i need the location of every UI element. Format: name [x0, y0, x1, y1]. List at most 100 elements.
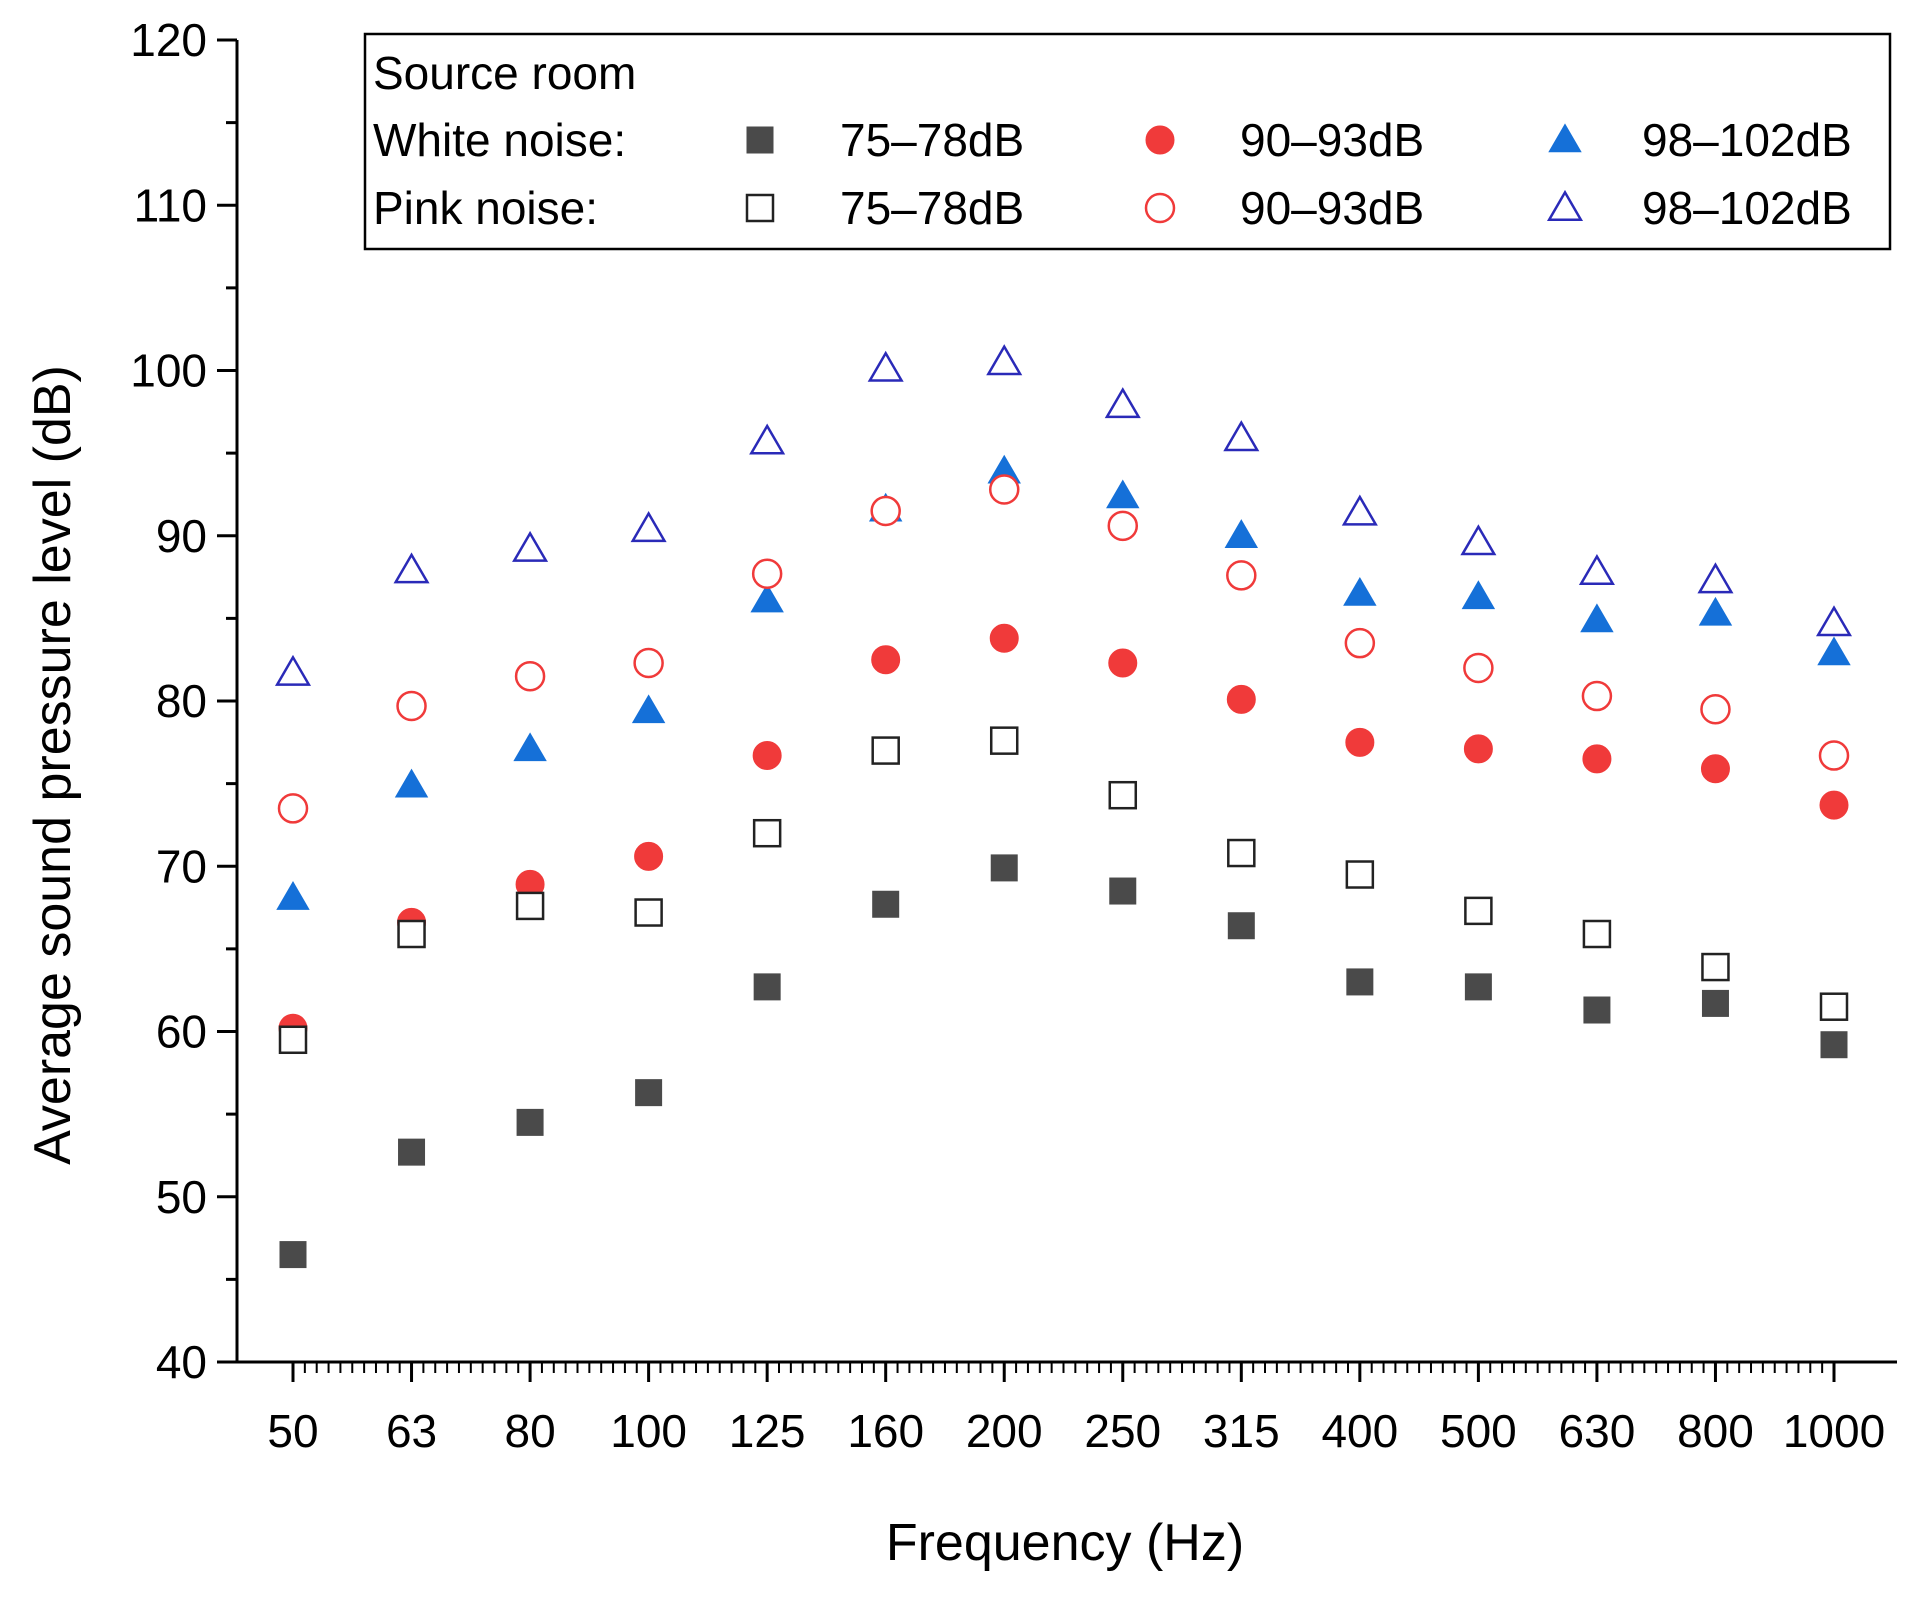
x-tick-label: 250	[1084, 1405, 1161, 1457]
data-point	[1819, 992, 1849, 1021]
data-point	[751, 558, 783, 590]
legend-entry-label: 98–102dB	[1642, 182, 1852, 234]
data-point	[1226, 560, 1257, 591]
series-2	[276, 454, 1851, 910]
data-point	[1580, 603, 1614, 633]
data-point	[1463, 734, 1493, 764]
x-tick-label: 630	[1559, 1405, 1636, 1457]
data-point	[635, 1079, 663, 1107]
series-0	[279, 854, 1848, 1269]
legend-marker	[1548, 123, 1582, 153]
legend-entry-label: 90–93dB	[1240, 182, 1424, 234]
data-point	[513, 732, 547, 762]
data-point	[1106, 479, 1140, 509]
data-point	[1346, 968, 1374, 996]
data-point	[872, 890, 900, 918]
data-point	[397, 919, 426, 949]
legend-entry-label: 75–78dB	[840, 114, 1024, 166]
y-tick-label: 120	[130, 14, 207, 66]
data-point	[752, 818, 782, 848]
legend-row-label: Pink noise:	[373, 182, 598, 234]
data-point	[1701, 952, 1730, 982]
data-point	[630, 511, 667, 543]
series-3	[278, 726, 1849, 1055]
data-point	[1698, 596, 1733, 626]
data-point	[989, 726, 1019, 755]
x-tick-label: 50	[267, 1405, 318, 1457]
data-point	[514, 660, 546, 692]
data-point	[1701, 989, 1729, 1017]
x-tick-label: 100	[610, 1405, 687, 1457]
y-tick-label: 60	[156, 1006, 207, 1058]
data-point	[1463, 652, 1494, 684]
data-point	[1461, 580, 1496, 610]
data-point	[1343, 576, 1377, 606]
data-point	[394, 768, 429, 798]
data-point	[1464, 896, 1493, 926]
data-point	[1818, 740, 1850, 771]
y-tick-label: 80	[156, 675, 207, 727]
data-point	[1578, 554, 1615, 586]
x-tick-label: 80	[504, 1405, 555, 1457]
data-point	[1345, 860, 1375, 889]
data-point	[1227, 838, 1256, 868]
data-point	[1815, 605, 1853, 637]
data-point	[989, 623, 1019, 653]
data-point	[1108, 648, 1138, 678]
data-point	[631, 694, 666, 724]
data-point	[1341, 494, 1378, 526]
data-point	[276, 881, 310, 910]
x-tick-label: 800	[1677, 1405, 1754, 1457]
data-point	[515, 891, 545, 921]
legend-marker	[745, 193, 775, 223]
x-tick-label: 315	[1203, 1405, 1280, 1457]
legend-marker	[1145, 125, 1175, 155]
y-tick-label: 100	[130, 345, 207, 397]
x-tick-label: 1000	[1783, 1405, 1885, 1457]
data-point	[396, 690, 427, 722]
legend-row-label: White noise:	[373, 114, 626, 166]
y-tick-label: 110	[134, 179, 207, 231]
y-axis-title: Average sound pressure level (dB)	[24, 365, 82, 1165]
data-point	[1224, 519, 1259, 548]
data-point	[1700, 694, 1731, 725]
data-point	[512, 530, 549, 562]
x-tick-label: 400	[1321, 1405, 1398, 1457]
x-axis-title: Frequency (Hz)	[886, 1514, 1244, 1572]
data-point	[1104, 387, 1141, 419]
legend-marker	[746, 126, 774, 154]
data-point	[1460, 524, 1497, 556]
data-point	[1582, 744, 1612, 774]
data-point	[1226, 684, 1256, 714]
legend: Source room White noise: 75–78dB 90–93dB 98–…	[363, 32, 1892, 251]
data-point	[1583, 996, 1611, 1024]
series-5	[274, 344, 1853, 686]
data-marks	[274, 344, 1853, 1269]
x-tick-label: 160	[847, 1405, 924, 1457]
data-point	[870, 495, 901, 527]
data-point	[988, 474, 1020, 505]
legend-box	[363, 32, 1892, 251]
data-point	[1344, 627, 1376, 659]
data-point	[398, 1138, 426, 1166]
x-tick-label: 125	[729, 1405, 806, 1457]
y-tick-label: 50	[156, 1171, 207, 1223]
data-point	[1581, 680, 1613, 712]
legend-entry-label: 75–78dB	[840, 182, 1024, 234]
data-point	[279, 1241, 307, 1269]
legend-marker	[1546, 189, 1584, 221]
axes: 40 50 60 70 80 90 100 110 120 50 63 80 100 125 160 200 2…	[130, 14, 1897, 1457]
data-point	[1464, 973, 1492, 1001]
data-point	[634, 841, 664, 871]
y-tick-label: 40	[156, 1336, 207, 1388]
y-tick-label: 90	[156, 510, 207, 562]
data-point	[871, 645, 901, 675]
data-point	[1227, 912, 1255, 940]
legend-title: Source room	[373, 47, 636, 99]
data-point	[867, 350, 904, 382]
data-point	[1817, 636, 1851, 666]
data-point	[1820, 1031, 1848, 1059]
data-point	[749, 423, 786, 455]
data-point	[986, 344, 1023, 376]
